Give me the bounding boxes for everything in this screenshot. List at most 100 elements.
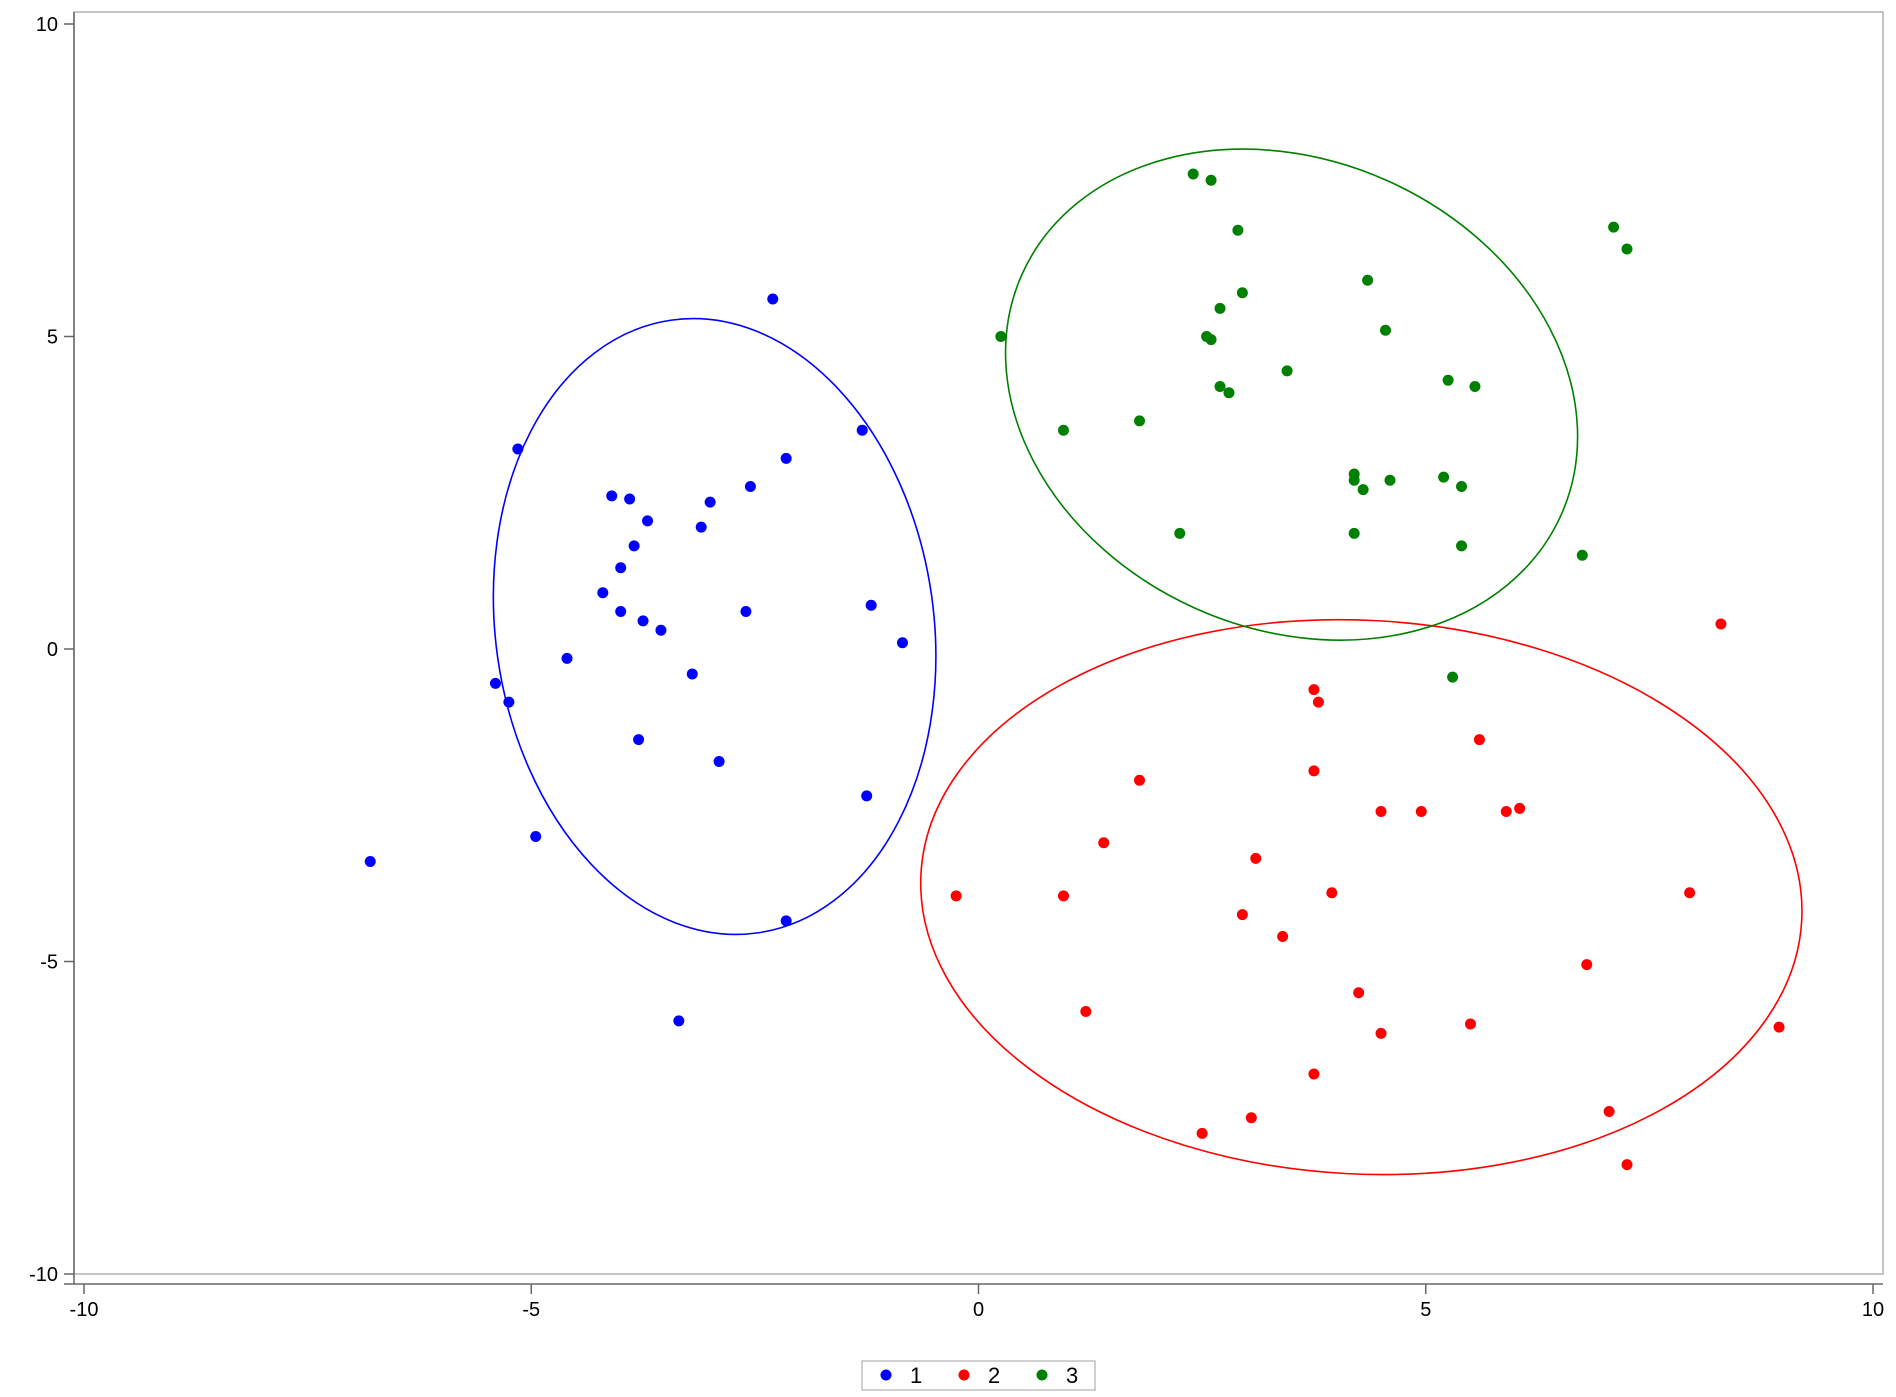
point-series-3 [1134, 415, 1146, 427]
data-points [364, 168, 1785, 1171]
x-tick-label: 0 [973, 1299, 984, 1321]
point-series-2 [1098, 837, 1110, 849]
point-series-1 [780, 915, 792, 927]
point-series-1 [767, 293, 779, 305]
point-series-2 [1375, 1027, 1387, 1039]
point-series-2 [1375, 806, 1387, 817]
legend-marker-1 [880, 1369, 892, 1381]
plot-area-frame [73, 11, 1884, 1275]
point-series-2 [1250, 852, 1262, 864]
point-series-3 [1236, 287, 1248, 299]
legend-box [861, 1360, 1096, 1391]
point-series-3 [1348, 474, 1360, 486]
point-series-3 [1438, 471, 1450, 483]
point-series-1 [642, 515, 654, 527]
point-series-1 [597, 587, 609, 599]
point-series-2 [1308, 765, 1320, 777]
point-series-1 [561, 652, 573, 664]
point-series-2 [1057, 890, 1069, 902]
point-series-3 [1214, 381, 1226, 392]
legend-label-1: 1 [910, 1363, 922, 1388]
point-series-2 [1312, 696, 1324, 708]
point-series-1 [615, 562, 627, 574]
point-series-2 [1245, 1112, 1257, 1124]
point-series-3 [1447, 671, 1459, 683]
point-series-1 [673, 1015, 685, 1027]
y-tick-label: 10 [36, 14, 58, 36]
ellipse-series-3 [1004, 148, 1579, 641]
point-series-1 [364, 856, 376, 867]
point-series-2 [1196, 1127, 1208, 1139]
point-series-2 [1415, 806, 1427, 817]
point-series-2 [1473, 734, 1485, 746]
y-tick-label: 5 [47, 327, 58, 349]
point-series-2 [1514, 802, 1526, 814]
axis-ticks: -10 -5 0 5 10 -10 -5 0 5 10 [29, 14, 1884, 1321]
x-tick-label: -5 [522, 1299, 540, 1321]
point-series-1 [624, 493, 636, 505]
point-series-3 [1576, 549, 1588, 561]
point-series-1 [628, 540, 640, 552]
point-series-2 [1308, 1068, 1320, 1080]
point-series-3 [1348, 527, 1360, 539]
point-series-1 [655, 624, 667, 636]
point-series-3 [1456, 481, 1468, 492]
point-series-3 [1174, 527, 1186, 539]
point-series-3 [1232, 224, 1244, 236]
point-series-2 [1353, 987, 1365, 999]
point-series-1 [633, 734, 645, 746]
point-series-1 [865, 599, 877, 611]
point-series-1 [512, 443, 524, 455]
point-series-1 [704, 496, 716, 508]
ellipse-series-2 [919, 618, 1803, 1176]
point-series-2 [1500, 806, 1512, 817]
point-series-2 [1621, 1159, 1633, 1171]
point-series-1 [861, 790, 873, 802]
ellipse-series-1 [492, 317, 937, 936]
point-series-3 [1357, 484, 1369, 496]
point-series-3 [1187, 168, 1199, 180]
legend-label-2: 2 [988, 1363, 1000, 1388]
confidence-ellipses [492, 148, 1803, 1176]
legend-label-3: 3 [1066, 1363, 1078, 1388]
point-series-2 [1080, 1006, 1092, 1017]
point-series-1 [489, 677, 501, 689]
point-series-1 [856, 424, 868, 436]
legend-marker-2 [958, 1369, 970, 1381]
point-series-3 [1362, 274, 1374, 286]
x-tick-label: -10 [70, 1299, 99, 1321]
y-tick-label: 0 [47, 639, 58, 661]
point-series-3 [1379, 324, 1391, 336]
x-tick-label: 5 [1420, 1299, 1431, 1321]
point-series-2 [1581, 959, 1593, 971]
point-series-1 [637, 615, 649, 627]
point-series-3 [1281, 365, 1293, 377]
point-series-2 [1308, 684, 1320, 696]
legend-items: 1 2 3 [880, 1363, 1078, 1388]
point-series-2 [950, 890, 962, 902]
point-series-1 [615, 606, 627, 617]
legend: 1 2 3 [861, 1360, 1096, 1391]
point-series-1 [896, 637, 908, 649]
point-series-2 [1715, 618, 1727, 630]
point-series-2 [1236, 909, 1248, 921]
y-tick-label: -10 [29, 1264, 58, 1286]
point-series-1 [695, 521, 707, 533]
point-series-3 [1608, 221, 1620, 233]
point-series-2 [1464, 1018, 1476, 1030]
point-series-1 [780, 452, 792, 464]
point-series-3 [1205, 334, 1217, 346]
point-series-2 [1603, 1106, 1615, 1117]
point-series-3 [1057, 424, 1069, 436]
point-series-3 [1469, 381, 1481, 392]
point-series-1 [740, 606, 752, 617]
point-series-3 [1442, 374, 1454, 386]
point-series-2 [1134, 774, 1146, 786]
x-tick-label: 10 [1862, 1299, 1884, 1321]
point-series-1 [530, 831, 542, 842]
point-series-2 [1326, 887, 1338, 899]
point-series-3 [995, 331, 1007, 342]
point-series-1 [713, 756, 725, 767]
point-series-2 [1773, 1021, 1785, 1033]
